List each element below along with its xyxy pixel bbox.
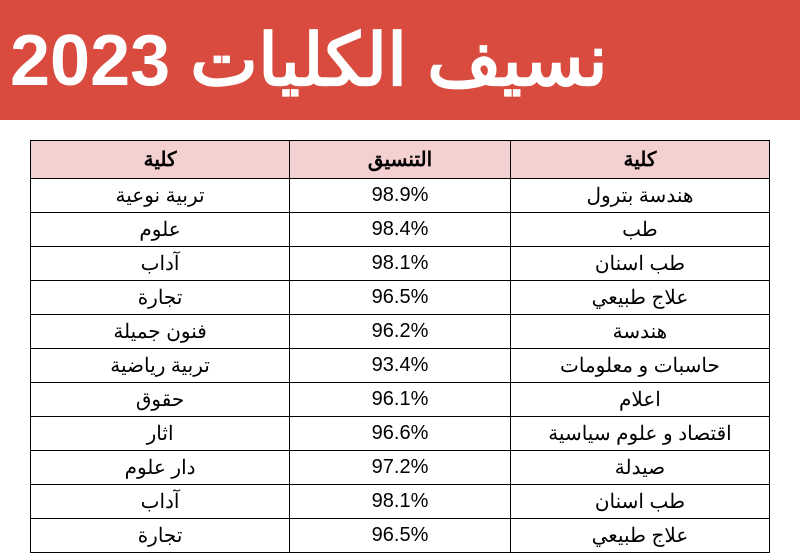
cell-score: 96.6% — [290, 417, 511, 451]
table-row: علاج طبيعي96.5%تجارة — [31, 281, 770, 315]
table-row: طب اسنان98.1%آداب — [31, 247, 770, 281]
cell-faculty_left: دار علوم — [31, 451, 290, 485]
cell-score: 98.4% — [290, 213, 511, 247]
header-faculty-right: كلية — [510, 141, 769, 179]
table-row: علاج طبيعي96.5%تجارة — [31, 519, 770, 553]
table-row: اقتصاد و علوم سياسية96.6%اثار — [31, 417, 770, 451]
cell-score: 96.2% — [290, 315, 511, 349]
cell-faculty_left: آداب — [31, 485, 290, 519]
cell-faculty_right: صيدلة — [510, 451, 769, 485]
table-row: طب98.4%علوم — [31, 213, 770, 247]
cell-faculty_right: هندسة — [510, 315, 769, 349]
table-body: هندسة بترول98.9%تربية نوعيةطب98.4%علومطب… — [31, 179, 770, 553]
table-row: حاسبات و معلومات93.4%تربية رياضية — [31, 349, 770, 383]
cell-faculty_right: طب اسنان — [510, 485, 769, 519]
cell-faculty_right: اقتصاد و علوم سياسية — [510, 417, 769, 451]
cell-faculty_left: فنون جميلة — [31, 315, 290, 349]
cell-score: 96.5% — [290, 281, 511, 315]
cell-faculty_left: تجارة — [31, 281, 290, 315]
table-container: كلية التنسيق كلية هندسة بترول98.9%تربية … — [0, 120, 800, 553]
cell-faculty_left: تجارة — [31, 519, 290, 553]
table-header-row: كلية التنسيق كلية — [31, 141, 770, 179]
title-text: نسيف الكليات 2023 — [10, 18, 608, 102]
header-score: التنسيق — [290, 141, 511, 179]
cell-faculty_right: حاسبات و معلومات — [510, 349, 769, 383]
table-row: اعلام96.1%حقوق — [31, 383, 770, 417]
table-row: هندسة بترول98.9%تربية نوعية — [31, 179, 770, 213]
cell-score: 96.5% — [290, 519, 511, 553]
cell-faculty_right: اعلام — [510, 383, 769, 417]
cell-score: 97.2% — [290, 451, 511, 485]
cell-faculty_left: حقوق — [31, 383, 290, 417]
cell-faculty_left: علوم — [31, 213, 290, 247]
table-row: صيدلة97.2%دار علوم — [31, 451, 770, 485]
header-faculty-left: كلية — [31, 141, 290, 179]
table-row: هندسة96.2%فنون جميلة — [31, 315, 770, 349]
cell-score: 93.4% — [290, 349, 511, 383]
cell-faculty_left: تربية رياضية — [31, 349, 290, 383]
cell-score: 96.1% — [290, 383, 511, 417]
table-row: طب اسنان98.1%آداب — [31, 485, 770, 519]
cell-score: 98.9% — [290, 179, 511, 213]
cell-score: 98.1% — [290, 247, 511, 281]
cell-faculty_right: علاج طبيعي — [510, 281, 769, 315]
cell-faculty_right: هندسة بترول — [510, 179, 769, 213]
coordination-table: كلية التنسيق كلية هندسة بترول98.9%تربية … — [30, 140, 770, 553]
title-banner: نسيف الكليات 2023 — [0, 0, 800, 120]
cell-faculty_right: طب — [510, 213, 769, 247]
cell-faculty_left: تربية نوعية — [31, 179, 290, 213]
cell-score: 98.1% — [290, 485, 511, 519]
cell-faculty_right: علاج طبيعي — [510, 519, 769, 553]
cell-faculty_right: طب اسنان — [510, 247, 769, 281]
cell-faculty_left: اثار — [31, 417, 290, 451]
cell-faculty_left: آداب — [31, 247, 290, 281]
